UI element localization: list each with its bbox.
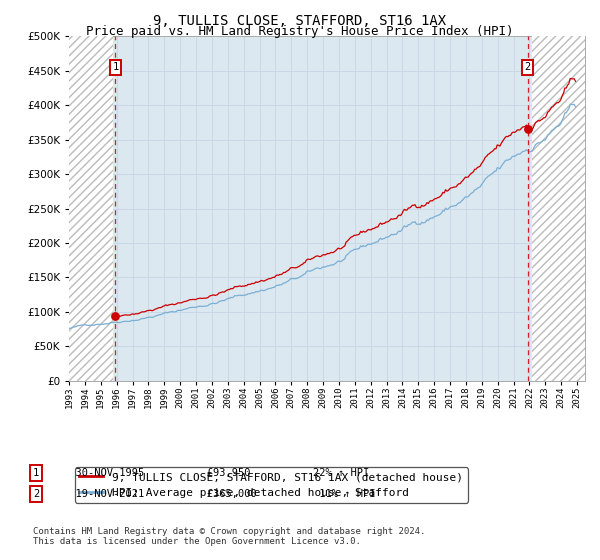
Text: Contains HM Land Registry data © Crown copyright and database right 2024.
This d: Contains HM Land Registry data © Crown c…: [33, 526, 425, 546]
Text: 30-NOV-1995          £93,950          22% ↑ HPI: 30-NOV-1995 £93,950 22% ↑ HPI: [63, 468, 369, 478]
Text: 1: 1: [112, 62, 118, 72]
Text: 2: 2: [524, 62, 530, 72]
Bar: [69, 36, 113, 381]
Point: [110, 311, 120, 320]
Bar: [532, 36, 585, 381]
Text: 1: 1: [33, 468, 39, 478]
Point: [523, 125, 532, 134]
Text: 19-NOV-2021          £365,000          11% ↑ HPI: 19-NOV-2021 £365,000 11% ↑ HPI: [63, 489, 376, 499]
Legend: 9, TULLIS CLOSE, STAFFORD, ST16 1AX (detached house), HPI: Average price, detach: 9, TULLIS CLOSE, STAFFORD, ST16 1AX (det…: [74, 467, 468, 503]
Text: 9, TULLIS CLOSE, STAFFORD, ST16 1AX: 9, TULLIS CLOSE, STAFFORD, ST16 1AX: [154, 14, 446, 28]
Text: Price paid vs. HM Land Registry's House Price Index (HPI): Price paid vs. HM Land Registry's House …: [86, 25, 514, 38]
Text: 2: 2: [33, 489, 39, 499]
